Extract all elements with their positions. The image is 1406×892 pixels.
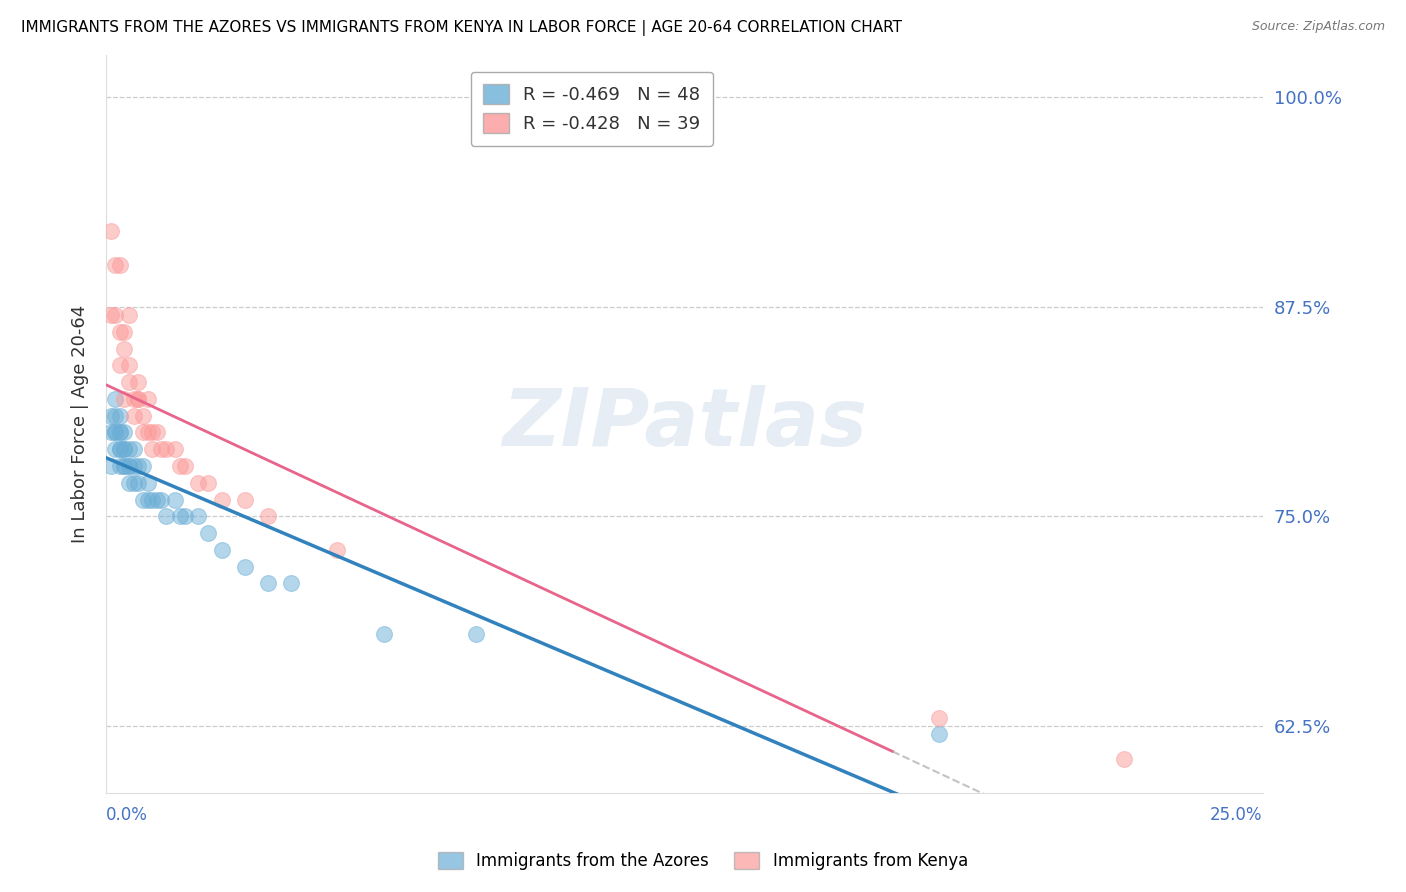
Point (141, 425, 163, 440)
Point (108, 442, 131, 457)
Point (112, 392, 135, 406)
Point (104, 442, 127, 457)
Point (211, 542, 233, 557)
Point (257, 576, 280, 591)
Legend: Immigrants from the Azores, Immigrants from Kenya: Immigrants from the Azores, Immigrants f… (432, 845, 974, 877)
Point (465, 626, 488, 640)
Point (118, 375, 141, 389)
Point (233, 559, 256, 574)
Point (118, 475, 141, 490)
Point (257, 509, 280, 524)
Point (165, 442, 187, 457)
Point (112, 342, 135, 356)
Point (127, 392, 149, 406)
Point (112, 425, 135, 440)
Point (928, 710, 950, 724)
Point (373, 626, 395, 640)
Point (104, 308, 127, 322)
Point (104, 409, 127, 423)
Point (127, 475, 149, 490)
Point (118, 442, 141, 457)
Point (100, 308, 122, 322)
Point (233, 492, 256, 507)
Point (146, 425, 169, 440)
Point (122, 392, 145, 406)
Point (104, 425, 127, 440)
Point (173, 458, 195, 473)
Point (136, 475, 159, 490)
Point (122, 475, 145, 490)
Point (132, 492, 155, 507)
Y-axis label: In Labor Force | Age 20-64: In Labor Force | Age 20-64 (72, 305, 89, 543)
Point (108, 458, 131, 473)
Text: Source: ZipAtlas.com: Source: ZipAtlas.com (1251, 20, 1385, 33)
Point (165, 492, 187, 507)
Point (173, 509, 195, 524)
Point (136, 492, 159, 507)
Text: IMMIGRANTS FROM THE AZORES VS IMMIGRANTS FROM KENYA IN LABOR FORCE | AGE 20-64 C: IMMIGRANTS FROM THE AZORES VS IMMIGRANTS… (21, 20, 903, 36)
Point (1112, 752, 1135, 766)
Point (141, 492, 163, 507)
Point (127, 392, 149, 406)
Point (118, 359, 141, 373)
Text: ZIPatlas: ZIPatlas (502, 385, 866, 463)
Point (136, 392, 159, 406)
Point (155, 442, 177, 457)
Point (132, 458, 155, 473)
Point (127, 458, 149, 473)
Point (104, 392, 127, 406)
Point (108, 359, 131, 373)
Point (100, 224, 122, 238)
Point (118, 308, 141, 322)
Point (169, 458, 191, 473)
Text: 25.0%: 25.0% (1211, 806, 1263, 824)
Point (100, 409, 122, 423)
Point (104, 425, 127, 440)
Point (928, 727, 950, 741)
Point (108, 409, 131, 423)
Point (150, 442, 173, 457)
Point (108, 425, 131, 440)
Point (100, 458, 122, 473)
Point (155, 509, 177, 524)
Point (211, 492, 233, 507)
Point (326, 542, 349, 557)
Point (108, 425, 131, 440)
Point (104, 258, 127, 272)
Point (122, 409, 145, 423)
Point (197, 475, 219, 490)
Legend: R = -0.469   N = 48, R = -0.428   N = 39: R = -0.469 N = 48, R = -0.428 N = 39 (471, 71, 713, 145)
Point (169, 509, 191, 524)
Point (112, 442, 135, 457)
Point (108, 258, 131, 272)
Point (132, 425, 155, 440)
Point (112, 442, 135, 457)
Text: 0.0%: 0.0% (105, 806, 148, 824)
Point (187, 475, 209, 490)
Point (136, 425, 159, 440)
Point (150, 492, 173, 507)
Point (108, 325, 131, 339)
Point (122, 458, 145, 473)
Point (118, 458, 141, 473)
Point (112, 458, 135, 473)
Point (100, 425, 122, 440)
Point (146, 492, 169, 507)
Point (197, 526, 219, 541)
Point (373, 836, 395, 850)
Point (122, 442, 145, 457)
Point (280, 576, 302, 591)
Point (112, 458, 135, 473)
Point (112, 325, 135, 339)
Point (127, 375, 149, 389)
Point (141, 442, 163, 457)
Point (118, 458, 141, 473)
Point (187, 509, 209, 524)
Point (132, 409, 155, 423)
Point (108, 442, 131, 457)
